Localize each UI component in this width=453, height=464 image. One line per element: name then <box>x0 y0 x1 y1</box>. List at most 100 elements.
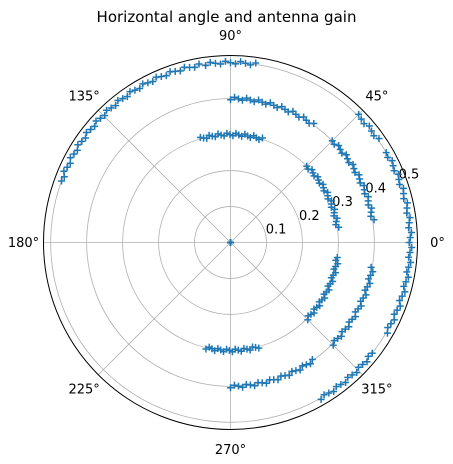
data-point <box>285 371 293 379</box>
data-point <box>396 297 404 305</box>
data-point <box>337 380 345 388</box>
polar-frame <box>43 55 418 430</box>
data-point <box>329 277 337 285</box>
data-point <box>123 93 131 101</box>
data-point <box>234 382 242 390</box>
data-point <box>348 371 356 379</box>
data-point <box>405 239 413 246</box>
data-point <box>251 382 259 390</box>
data-point <box>330 140 338 148</box>
data-point <box>144 79 152 87</box>
data-point <box>404 273 412 281</box>
data-point <box>389 162 397 170</box>
data-point <box>349 160 357 168</box>
data-point <box>230 381 238 389</box>
data-point <box>227 239 234 246</box>
data-point <box>355 110 363 118</box>
data-point <box>139 80 147 88</box>
data-point <box>375 135 383 143</box>
data-point <box>162 72 170 80</box>
data-point <box>320 391 328 399</box>
angle-tick-label: 90° <box>219 29 242 44</box>
data-point <box>87 125 95 133</box>
data-point <box>328 197 336 205</box>
data-point <box>258 134 266 142</box>
data-point <box>350 165 358 173</box>
data-point <box>278 103 286 111</box>
data-point <box>243 345 251 353</box>
data-point <box>364 352 372 360</box>
data-point <box>394 170 402 178</box>
data-point <box>406 234 414 242</box>
data-point <box>384 153 392 161</box>
data-point <box>353 369 361 377</box>
data-point <box>298 362 306 370</box>
data-point <box>307 310 315 318</box>
data-point <box>406 214 414 222</box>
data-point <box>368 349 376 357</box>
data-point <box>405 253 413 261</box>
data-point <box>325 286 333 294</box>
data-point <box>393 306 401 314</box>
data-point <box>398 292 406 300</box>
data-point <box>195 60 203 68</box>
data-point <box>262 379 270 387</box>
data-point <box>231 60 239 68</box>
data-point <box>196 133 204 141</box>
radius-tick-label: 0.1 <box>266 223 287 238</box>
data-point <box>406 248 414 256</box>
angular-gridline <box>97 242 231 376</box>
data-point <box>180 63 188 71</box>
data-point <box>402 278 410 286</box>
data-point <box>360 120 368 128</box>
radius-tick-label: 0.4 <box>365 181 386 196</box>
data-point <box>315 179 323 187</box>
data-point <box>405 219 413 227</box>
data-point <box>324 188 332 196</box>
data-point <box>262 100 270 108</box>
data-point <box>309 169 317 177</box>
angle-tick-label: 45° <box>365 90 388 105</box>
data-point <box>367 271 375 279</box>
data-point <box>303 162 311 170</box>
data-point <box>354 363 362 371</box>
data-point <box>136 85 144 93</box>
data-point <box>237 58 245 66</box>
data-point <box>250 98 258 106</box>
data-point <box>206 58 214 66</box>
data-point <box>317 395 325 403</box>
data-point <box>360 182 368 190</box>
data-point <box>369 268 377 276</box>
data-point <box>403 268 411 276</box>
data-point <box>367 263 375 271</box>
data-point <box>400 282 408 290</box>
data-point <box>258 98 266 106</box>
data-point <box>330 387 338 395</box>
data-point <box>91 122 99 130</box>
data-point <box>227 59 234 67</box>
data-point <box>407 258 415 266</box>
data-point <box>314 173 322 181</box>
data-markers <box>58 57 416 403</box>
data-point <box>370 216 378 224</box>
angle-tick-label: 180° <box>8 236 39 251</box>
angle-tick-label: 270° <box>215 443 246 458</box>
data-point <box>332 383 340 391</box>
data-point <box>335 142 343 150</box>
data-point <box>351 169 359 177</box>
angular-gridline <box>97 109 231 243</box>
data-point <box>103 106 111 114</box>
data-point <box>368 204 376 212</box>
data-point <box>365 122 373 130</box>
data-point <box>274 376 282 384</box>
data-point <box>119 95 127 103</box>
data-point <box>288 367 296 375</box>
data-point <box>390 310 398 318</box>
data-point <box>328 137 336 145</box>
angle-tick-label: 225° <box>68 382 99 397</box>
data-point <box>334 334 342 342</box>
data-point <box>101 112 109 120</box>
data-point <box>362 291 370 299</box>
chart-title: Horizontal angle and antenna gain <box>96 8 357 26</box>
data-point <box>246 96 254 104</box>
